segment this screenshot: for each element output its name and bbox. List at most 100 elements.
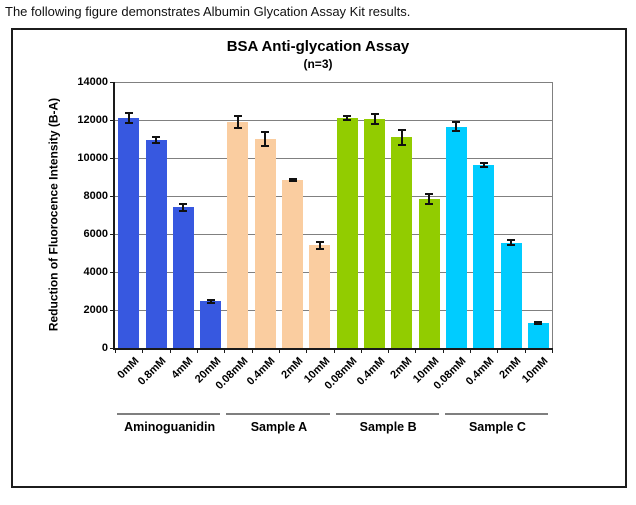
y-axis-tick-label: 6000 [83,228,108,240]
x-axis-tick [442,348,444,353]
group-underline [117,413,221,415]
gridline [115,310,552,311]
error-bar-cap-bottom [397,143,406,146]
y-axis-tick-label: 10000 [77,152,108,164]
x-axis-tick [169,348,171,353]
x-axis-tick [497,348,499,353]
error-bar-cap-top [425,193,434,196]
x-axis-tick [415,348,417,353]
error-bar-cap-bottom [152,141,160,144]
y-axis-tick-label: 0 [101,342,108,354]
bar [418,198,440,348]
error-bar-cap-top [479,161,488,164]
error-bar-cap-top [343,114,352,117]
group-label: Sample C [468,420,526,434]
error-bar-cap-bottom [425,202,434,205]
bar [282,179,303,348]
error-bar-line [264,132,267,146]
x-axis-tick [278,348,280,353]
error-bar-cap-top [397,128,406,131]
error-bar-cap-top [534,321,543,324]
error-bar-cap-top [179,202,188,205]
error-bar-cap-bottom [288,180,297,183]
plot-right-edge [552,82,553,348]
y-axis-tick [110,234,115,235]
error-bar-cap-bottom [261,144,270,147]
gridline [115,82,552,83]
x-axis-tick [306,348,308,353]
group-label: Sample A [250,420,308,434]
y-axis-tick-label: 12000 [77,114,108,126]
gridline [115,234,552,235]
bar [336,118,358,348]
bar [118,118,140,348]
error-bar-line [155,137,157,143]
error-bar-line [318,241,321,250]
bar [500,242,522,348]
figure-caption: The following figure demonstrates Albumi… [5,4,411,19]
error-bar-line [127,113,130,123]
group-label: Sample B [359,420,417,434]
y-axis-tick-label: 14000 [77,76,108,88]
error-bar-cap-top [370,113,379,116]
gridline [115,158,552,159]
error-bar-line [482,162,485,167]
group-label: Aminoguanidin [124,420,216,434]
error-bar-cap-bottom [452,130,461,133]
error-bar-line [182,203,185,212]
error-bar-line [510,240,512,245]
x-axis-tick [115,348,116,353]
error-bar-line [537,322,540,325]
error-bar-line [236,116,239,128]
y-axis-tick [110,158,115,159]
chart-title: BSA Anti-glycation Assay [226,38,410,55]
error-bar-line [455,121,458,132]
group-underline [226,413,330,415]
error-bar-cap-top [315,240,324,243]
bar [200,301,222,348]
error-bar-cap-bottom [507,244,515,246]
y-axis-tick-label: 2000 [83,304,108,316]
bar [254,139,276,348]
bar [172,207,194,348]
y-axis-tick [110,272,115,273]
y-axis-tick-label: 8000 [83,190,108,202]
bar [527,323,549,348]
group-underline [444,413,549,415]
error-bar-line [346,115,349,121]
error-bar-cap-top [206,299,215,302]
error-bar-line [373,114,376,124]
y-axis-tick-label: 4000 [83,266,108,278]
y-axis-tick [110,348,115,349]
y-axis-tick [110,310,115,311]
bar [473,164,495,348]
gridline [115,196,552,197]
error-bar-cap-bottom [343,119,352,122]
x-axis-tick [142,348,144,353]
error-bar-cap-bottom [315,248,324,251]
x-axis-tick [224,348,226,353]
x-axis-tick [333,348,335,353]
x-axis-tick [524,348,526,353]
error-bar-cap-bottom [479,165,488,168]
error-bar-cap-bottom [124,121,133,124]
error-bar-line [400,129,403,145]
error-bar-cap-bottom [370,122,379,125]
error-bar-line [291,178,294,182]
error-bar-cap-top [261,131,270,134]
bar [445,126,467,348]
y-axis-tick [110,82,115,83]
x-axis-tick [196,348,198,353]
gridline [115,120,552,121]
x-axis-line [113,348,553,350]
error-bar-cap-bottom [233,126,242,129]
y-axis-tick [110,120,115,121]
error-bar-line [209,300,212,303]
error-bar-cap-top [288,177,297,180]
error-bar-line [428,194,431,204]
y-axis-line [113,82,115,350]
bar [309,245,331,348]
error-bar-cap-top [124,112,133,115]
bar [391,137,413,348]
